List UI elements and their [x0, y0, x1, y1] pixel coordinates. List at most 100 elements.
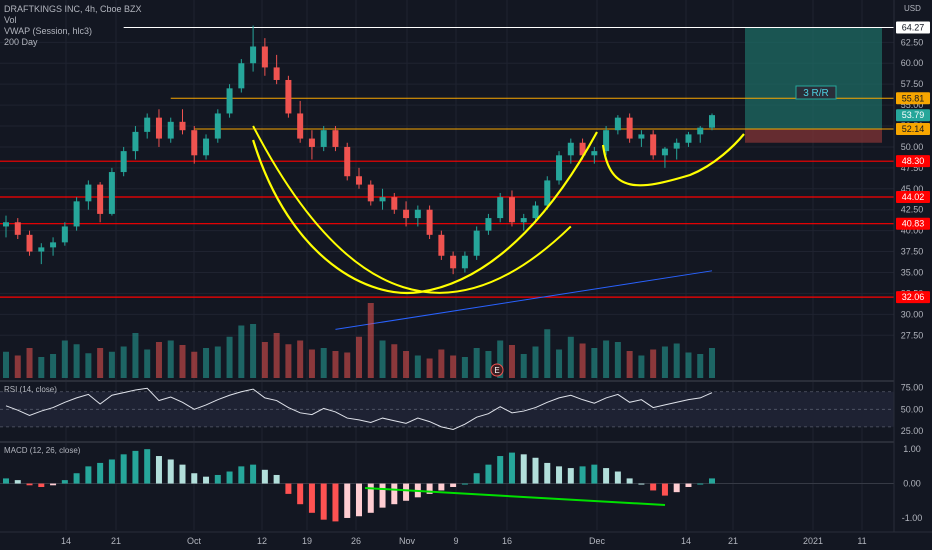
indicator-vwap[interactable]: VWAP (Session, hlc3) — [4, 26, 93, 36]
candle-body — [3, 222, 9, 227]
rsi-tick-label: 75.00 — [901, 382, 924, 392]
macd-tick-label: 1.00 — [903, 444, 921, 454]
rsi-tick-label: 25.00 — [901, 426, 924, 436]
candle-body — [473, 230, 480, 256]
volume-bar — [450, 355, 457, 378]
candle-body — [73, 201, 80, 227]
macd-histogram-bar — [203, 476, 210, 484]
volume-bar — [261, 342, 268, 378]
macd-histogram-bar — [120, 454, 127, 484]
moving-average — [335, 270, 713, 330]
price-label-box — [896, 291, 930, 304]
candle-body — [661, 148, 668, 156]
macd-histogram-bar — [485, 464, 492, 484]
volume-bar — [120, 346, 127, 378]
candle-body — [214, 113, 221, 139]
candle-body — [638, 134, 645, 139]
macd-histogram-bar — [191, 473, 198, 484]
time-tick-label: 14 — [681, 536, 691, 546]
candle-body — [520, 218, 527, 223]
macd-histogram-bar — [461, 483, 468, 485]
volume-bar — [344, 352, 351, 378]
target-zone — [745, 27, 882, 130]
volume-bar — [508, 345, 515, 378]
macd-pane — [0, 441, 932, 522]
time-tick-label: Dec — [589, 536, 606, 546]
candle-body — [626, 117, 633, 139]
volume-bar — [332, 351, 339, 378]
volume-bar — [297, 340, 304, 378]
rsi-label[interactable]: RSI (14, close) — [4, 385, 57, 394]
volume-bar — [155, 342, 162, 378]
price-label-text: 40.83 — [902, 219, 925, 229]
price-tick-label: 47.50 — [901, 163, 924, 173]
indicator-ma[interactable]: 200 Day — [4, 37, 38, 47]
macd-histogram-bar — [85, 466, 92, 484]
price-label-box — [896, 155, 930, 168]
macd-histogram-bar — [97, 462, 104, 484]
candle-body — [544, 180, 551, 206]
candle-body — [238, 63, 245, 89]
macd-histogram-bar — [250, 464, 257, 484]
volume-bar — [108, 351, 115, 378]
rr-annotation[interactable]: 3 R/R — [795, 85, 837, 100]
macd-histogram-bar — [38, 483, 45, 487]
currency-label: USD — [904, 4, 921, 13]
candle-body — [603, 130, 610, 152]
macd-histogram-bar — [26, 483, 33, 486]
volume-bar — [709, 348, 715, 378]
macd-histogram-bar — [226, 471, 233, 484]
volume-bar — [14, 355, 21, 378]
macd-histogram-bar — [709, 478, 715, 484]
candle-body — [391, 197, 398, 210]
candle-body — [556, 155, 563, 181]
candle-body — [120, 151, 127, 173]
volume-bar — [167, 340, 174, 378]
candle-body — [508, 197, 515, 223]
price-label-text: 48.30 — [902, 156, 925, 166]
price-tick-label: 50.00 — [901, 142, 924, 152]
macd-histogram-bar — [473, 473, 480, 484]
volume-bar — [273, 333, 280, 378]
candle-body — [567, 142, 574, 156]
candle-body — [403, 209, 410, 219]
time-tick-label: 9 — [453, 536, 458, 546]
price-label-text: 52.14 — [902, 124, 925, 134]
price-tick-label: 35.00 — [901, 267, 924, 277]
price-label-box — [896, 217, 930, 230]
price-label-text: 53.79 — [902, 110, 925, 120]
rr-annotation-text: 3 R/R — [803, 88, 829, 99]
earnings-marker[interactable]: E — [490, 363, 504, 377]
macd-histogram-bar — [556, 466, 563, 484]
macd-histogram-bar — [650, 483, 657, 491]
volume-bar — [379, 340, 386, 378]
time-tick-label: 26 — [351, 536, 361, 546]
divergence-line — [364, 487, 666, 506]
candle-body — [308, 138, 315, 147]
volume-bar — [367, 303, 374, 378]
volume-bar — [250, 324, 257, 378]
price-labels: 64.27 55.81 53.79 52.14 48.30 44.02 40.83 32.06 — [896, 21, 930, 304]
price-tick-label: 55.00 — [901, 100, 924, 110]
macd-histogram-bar — [426, 483, 433, 494]
macd-label[interactable]: MACD (12, 26, close) — [4, 446, 81, 455]
price-label-text: 32.06 — [902, 292, 925, 302]
cup-handle-drawing — [252, 125, 745, 295]
candles — [3, 25, 715, 275]
macd-histogram-bar — [273, 474, 280, 484]
macd-histogram-bar — [579, 466, 586, 484]
price-tick-label: 30.00 — [901, 309, 924, 319]
symbol-title[interactable]: DRAFTKINGS INC, 4h, Cboe BZX — [4, 4, 142, 14]
indicator-vol[interactable]: Vol — [4, 15, 17, 25]
price-tick-label: 62.50 — [901, 37, 924, 47]
macd-histogram-bar — [367, 483, 374, 513]
candle-body — [367, 184, 374, 202]
price-label-box — [896, 21, 930, 34]
time-tick-label: 21 — [111, 536, 121, 546]
time-tick-label: 21 — [728, 536, 738, 546]
macd-histogram-bar — [603, 468, 610, 484]
volume-bar — [285, 344, 292, 378]
macd-histogram-bar — [214, 474, 221, 484]
candle-body — [50, 242, 57, 248]
